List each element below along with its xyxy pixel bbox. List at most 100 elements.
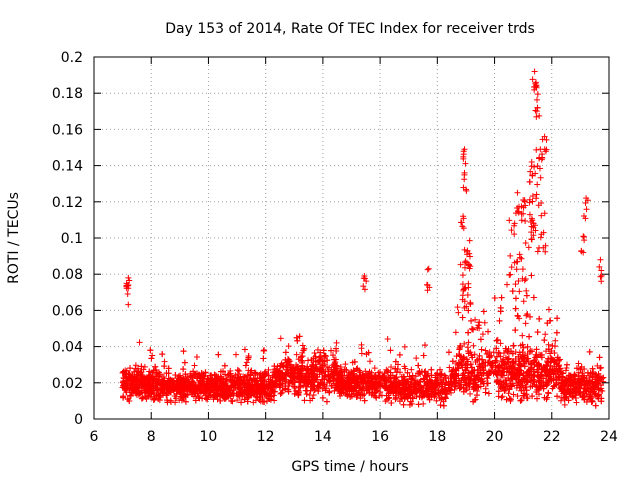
data-point (545, 361, 552, 368)
data-point (165, 365, 172, 372)
data-point (593, 372, 600, 379)
data-point (314, 373, 321, 380)
data-point (235, 375, 242, 382)
data-point (452, 329, 459, 336)
data-point (479, 331, 486, 338)
data-point (505, 390, 512, 397)
data-point (332, 345, 339, 352)
data-point (533, 388, 540, 395)
data-point (498, 294, 505, 301)
data-point (261, 369, 268, 376)
data-point (272, 379, 279, 386)
data-point (328, 382, 335, 389)
data-point (317, 349, 324, 356)
data-point (416, 378, 423, 385)
data-point (443, 391, 450, 398)
data-point (149, 352, 156, 359)
data-point (518, 397, 525, 404)
data-point (152, 363, 159, 370)
data-point (221, 362, 228, 369)
data-point (499, 368, 506, 375)
data-point (579, 370, 586, 377)
data-point (420, 352, 427, 359)
data-point (462, 367, 469, 374)
data-point (406, 401, 413, 408)
data-point (271, 397, 278, 404)
data-point (172, 371, 179, 378)
data-point (361, 397, 368, 404)
data-point (591, 384, 598, 391)
data-point (182, 398, 189, 405)
data-point (367, 358, 374, 365)
data-point (347, 394, 354, 401)
data-point (509, 363, 516, 370)
data-point (329, 362, 336, 369)
data-point (322, 353, 329, 360)
data-point (516, 315, 523, 322)
data-point (529, 393, 536, 400)
data-point (156, 392, 163, 399)
data-point (445, 349, 452, 356)
data-point (401, 343, 408, 350)
data-point (454, 304, 461, 311)
data-point (469, 354, 476, 361)
data-point (402, 381, 409, 388)
data-point (512, 305, 519, 312)
data-point (285, 362, 292, 369)
data-point (492, 368, 499, 375)
data-point (491, 295, 498, 302)
data-point (486, 354, 493, 361)
data-point (587, 395, 594, 402)
data-point (500, 359, 507, 366)
data-point (361, 390, 368, 397)
data-point (307, 387, 314, 394)
data-point (519, 341, 526, 348)
data-point (190, 368, 197, 375)
data-point (164, 397, 171, 404)
data-point (148, 355, 155, 362)
data-point (138, 375, 145, 382)
data-point (545, 390, 552, 397)
data-point (503, 380, 510, 387)
data-point (472, 316, 479, 323)
data-point (409, 372, 416, 379)
data-point (323, 398, 330, 405)
data-point (505, 355, 512, 362)
data-point (482, 359, 489, 366)
data-point (451, 383, 458, 390)
data-point (349, 376, 356, 383)
data-point (301, 345, 308, 352)
data-point (413, 393, 420, 400)
data-point (296, 378, 303, 385)
data-point (457, 342, 464, 349)
data-point (326, 378, 333, 385)
data-point (345, 372, 352, 379)
data-point (553, 365, 560, 372)
data-point (524, 311, 531, 318)
data-point (542, 331, 549, 338)
data-point (276, 381, 283, 388)
data-point (310, 355, 317, 362)
data-point (438, 371, 445, 378)
data-point (597, 364, 604, 371)
data-point (447, 386, 454, 393)
data-point (344, 392, 351, 399)
data-point (204, 394, 211, 401)
data-point (159, 351, 166, 358)
data-point (556, 356, 563, 363)
data-point (521, 392, 528, 399)
data-point (120, 393, 127, 400)
data-point (339, 378, 346, 385)
data-point (221, 390, 228, 397)
data-point (241, 346, 248, 353)
data-point (588, 398, 595, 405)
data-point (262, 391, 269, 398)
data-point (311, 349, 318, 356)
data-point (495, 388, 502, 395)
data-point (285, 343, 292, 350)
data-point (467, 361, 474, 368)
data-point (570, 386, 577, 393)
data-point (191, 362, 198, 369)
data-point (513, 376, 520, 383)
